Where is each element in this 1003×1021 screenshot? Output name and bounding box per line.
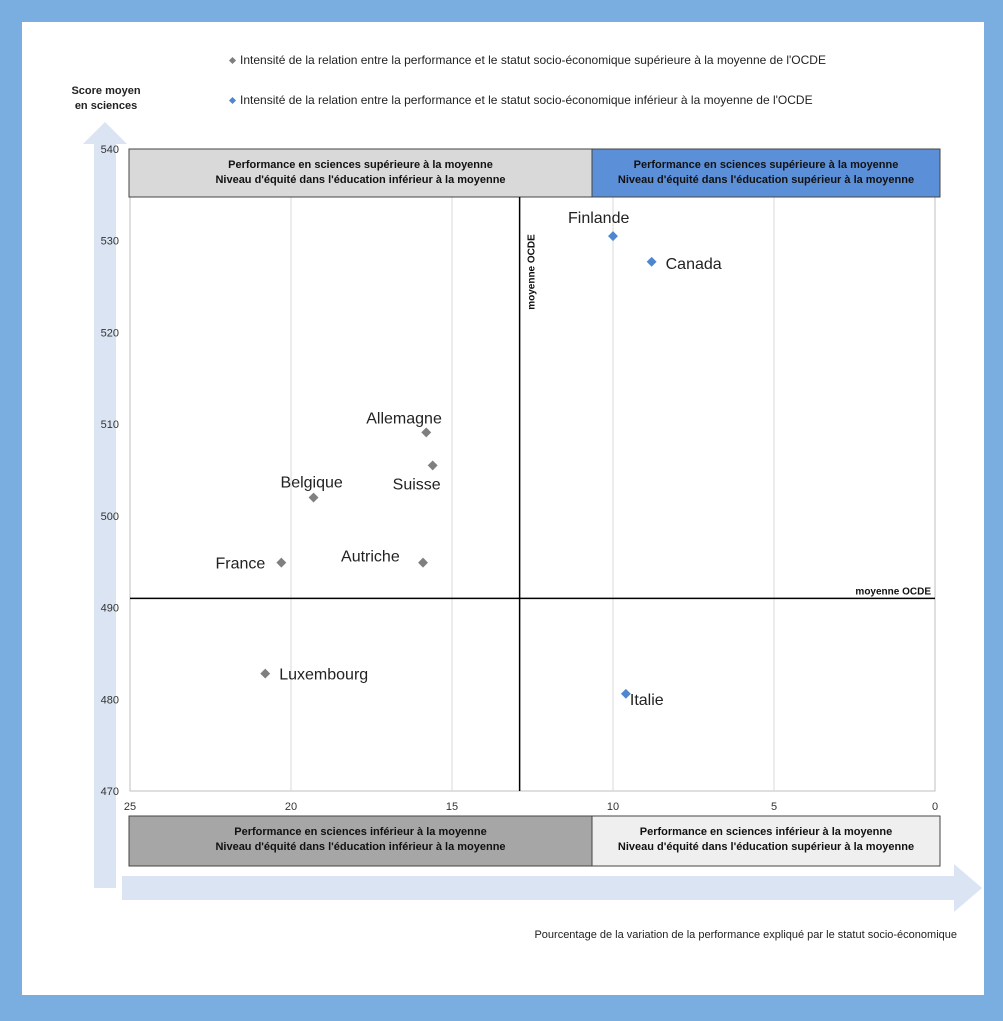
quadrant-bottom-right: Performance en sciences inférieur à la m… — [591, 815, 941, 867]
y-tick-label: 470 — [101, 786, 119, 798]
data-point-group: Luxembourg — [260, 667, 368, 684]
x-axis-arrow — [122, 864, 982, 912]
legend: Intensité de la relation entre la perfor… — [228, 53, 826, 107]
y-tick-label: 490 — [101, 603, 119, 615]
quadrant-bottom-right-line: Niveau d'équité dans l'éducation supérie… — [618, 841, 914, 853]
gridlines — [290, 149, 775, 791]
plot-area — [129, 148, 936, 792]
quadrant-bottom-left-line: Niveau d'équité dans l'éducation inférie… — [215, 841, 505, 853]
x-axis-ticks: 25 20 15 10 5 0 — [124, 801, 938, 813]
data-point-group: France — [216, 556, 287, 573]
data-point-marker — [276, 557, 287, 568]
quadrant-bottom-right-line: Performance en sciences inférieur à la m… — [640, 826, 893, 838]
quadrant-top-left: Performance en sciences supérieure à la … — [128, 148, 593, 198]
y-axis-ticks: 470 480 490 500 510 520 530 540 — [101, 144, 119, 798]
scatter-chart: Intensité de la relation entre la perfor… — [71, 53, 982, 941]
data-point-group: Belgique — [281, 475, 343, 503]
data-point-group: Italie — [620, 688, 664, 709]
y-tick-label: 480 — [101, 694, 119, 706]
y-tick-label: 520 — [101, 327, 119, 339]
quadrant-top-left-line: Performance en sciences supérieure à la … — [228, 159, 493, 171]
data-point-label: Suisse — [393, 476, 441, 493]
data-point-group: Autriche — [341, 549, 428, 568]
data-point-label: Autriche — [341, 549, 400, 566]
data-point-label: Luxembourg — [279, 667, 368, 684]
quadrant-top-right-line: Niveau d'équité dans l'éducation supérie… — [618, 174, 914, 186]
data-point-marker — [421, 427, 432, 438]
y-tick-label: 500 — [101, 511, 119, 523]
chart-panel: Intensité de la relation entre la perfor… — [22, 22, 984, 995]
legend-item-above: Intensité de la relation entre la perfor… — [228, 53, 826, 67]
data-point-group: Finlande — [568, 210, 629, 242]
oecd-reference-lines: moyenne OCDE moyenne OCDE — [130, 197, 935, 791]
quadrant-labels: Performance en sciences supérieure à la … — [128, 148, 941, 867]
quadrant-bottom-left: Performance en sciences inférieur à la m… — [128, 815, 593, 867]
quadrant-bottom-left-box — [128, 815, 593, 867]
data-point-group: Allemagne — [366, 410, 442, 438]
axis-arrows — [83, 122, 982, 912]
quadrant-top-left-line: Niveau d'équité dans l'éducation inférie… — [215, 174, 505, 186]
data-point-label: Canada — [666, 256, 722, 273]
x-axis-title: Pourcentage de la variation de la perfor… — [534, 929, 957, 941]
data-point-marker — [608, 231, 618, 242]
legend-label-above: Intensité de la relation entre la perfor… — [240, 53, 826, 67]
data-point-group: Suisse — [393, 460, 441, 493]
legend-label-below: Intensité de la relation entre la perfor… — [240, 93, 813, 107]
oecd-horizontal-label: moyenne OCDE — [855, 586, 931, 597]
legend-marker-below — [228, 96, 237, 105]
x-tick-label: 20 — [285, 801, 297, 813]
x-tick-label: 15 — [446, 801, 458, 813]
data-point-marker — [620, 688, 631, 699]
legend-marker-above — [228, 56, 237, 65]
data-point-marker — [308, 492, 319, 503]
quadrant-bottom-right-box — [591, 815, 941, 867]
data-points: Finlande Canada Allemagne Suisse Belgique Fra… — [216, 210, 722, 709]
data-point-group: Canada — [646, 256, 722, 273]
quadrant-top-right: Performance en sciences supérieure à la … — [591, 148, 941, 198]
quadrant-top-right-box — [591, 148, 941, 198]
y-axis-title-line1: Score moyen — [71, 85, 140, 97]
quadrant-bottom-left-line: Performance en sciences inférieur à la m… — [234, 826, 487, 838]
data-point-label: Italie — [630, 692, 664, 709]
x-tick-label: 0 — [932, 801, 938, 813]
data-point-label: Belgique — [281, 475, 343, 492]
y-axis-arrow — [83, 122, 127, 888]
y-tick-label: 540 — [101, 144, 119, 156]
data-point-label: Finlande — [568, 210, 629, 227]
oecd-vertical-label: moyenne OCDE — [527, 234, 538, 310]
x-tick-label: 25 — [124, 801, 136, 813]
data-point-marker — [646, 256, 657, 267]
legend-item-below: Intensité de la relation entre la perfor… — [228, 93, 813, 107]
y-tick-label: 530 — [101, 236, 119, 248]
data-point-marker — [260, 668, 271, 679]
data-point-label: France — [216, 556, 266, 573]
x-tick-label: 5 — [771, 801, 777, 813]
quadrant-top-left-box — [128, 148, 593, 198]
x-tick-label: 10 — [607, 801, 619, 813]
data-point-marker — [418, 557, 428, 568]
data-point-marker — [427, 460, 438, 471]
quadrant-top-right-line: Performance en sciences supérieure à la … — [634, 159, 899, 171]
y-axis-title-line2: en sciences — [75, 100, 137, 112]
data-point-label: Allemagne — [366, 410, 442, 427]
y-tick-label: 510 — [101, 419, 119, 431]
